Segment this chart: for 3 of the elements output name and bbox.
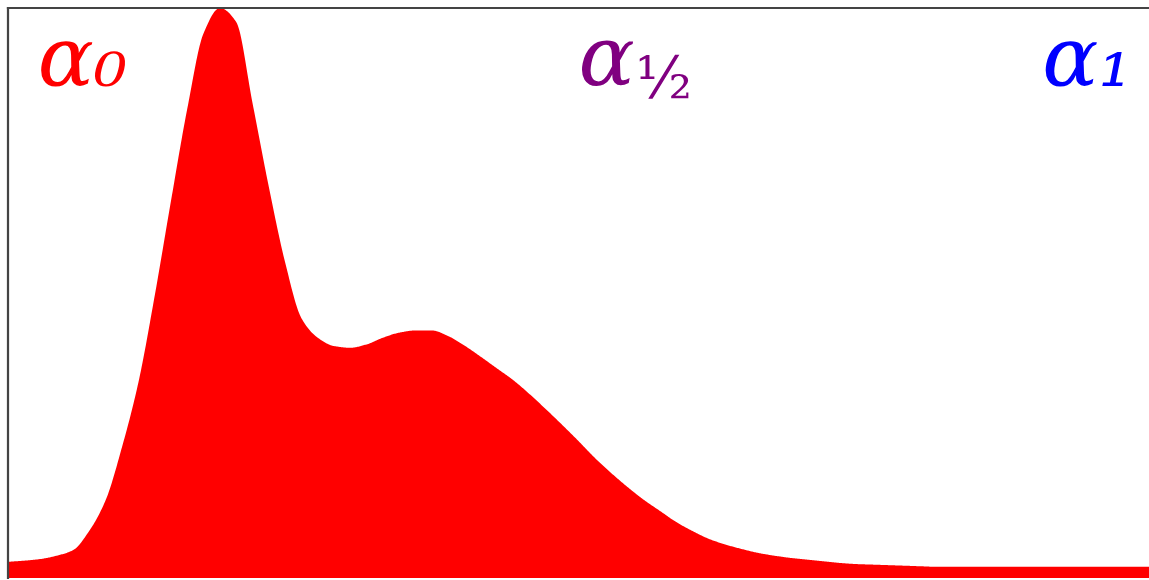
legend-label: α$_{½}$ xyxy=(582,40,689,99)
legend-label: α₁ xyxy=(1045,41,1123,87)
series-label: α₀ xyxy=(41,41,126,87)
